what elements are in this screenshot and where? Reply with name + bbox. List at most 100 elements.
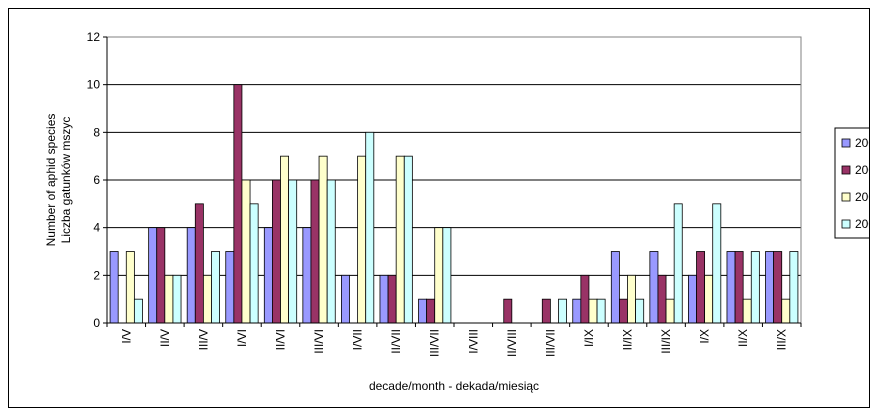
bar-2000-III/IX	[650, 252, 658, 324]
x-tick-label: II/VIII	[505, 329, 519, 357]
bar-2002-I/VI	[234, 85, 242, 323]
bar-2003-I/X	[705, 275, 713, 323]
y-tick-label: 6	[93, 173, 100, 187]
x-tick-label: II/X	[736, 329, 750, 347]
x-tick-label: I/X	[698, 329, 712, 344]
x-tick-label: III/VII	[428, 329, 442, 357]
bar-2000-I/VII	[341, 275, 349, 323]
bar-2003-II/VI	[281, 156, 289, 323]
x-tick-label: II/VI	[274, 329, 288, 350]
bar-2000-II/VI	[264, 228, 272, 323]
x-tick-label: III/V	[196, 329, 210, 350]
y-tick-label: 4	[93, 221, 100, 235]
bar-2003-I/VI	[242, 180, 250, 323]
x-axis-label: decade/month - dekada/miesiąc	[369, 379, 539, 393]
bar-2000-III/V	[187, 228, 195, 323]
chart-frame: 0 2 4 6 8 10 12 I/V II/V III/V I/VI II/VI III/VI I/V…	[8, 8, 870, 408]
bar-2005-I/VII	[366, 132, 374, 323]
legend-swatch-2002	[842, 166, 850, 174]
y-axis-label-line2: Liczba gatunków mszyc	[59, 117, 73, 244]
bar-2002-II/VII	[388, 275, 396, 323]
grid-lines	[107, 37, 801, 275]
bar-2002-II/VIII	[504, 299, 512, 323]
bar-2000-I/VI	[226, 252, 234, 324]
bar-2005-III/X	[790, 252, 798, 324]
bar-2005-II/VI	[289, 180, 297, 323]
legend-label-2003: 2003	[855, 190, 869, 204]
bar-2002-I/X	[697, 252, 705, 324]
y-tick-label: 12	[87, 30, 101, 44]
x-tick-labels: I/V II/V III/V I/VI II/VI III/VI I/VII II/VII II…	[119, 329, 788, 357]
bar-2005-III/V	[211, 252, 219, 324]
bar-2000-II/IX	[611, 252, 619, 324]
bar-2003-I/IX	[589, 299, 597, 323]
bar-2005-II/IX	[636, 299, 644, 323]
x-tick-label: I/VIII	[466, 329, 480, 354]
x-tick-label: II/VII	[389, 329, 403, 354]
bar-2005-I/VI	[250, 204, 258, 323]
bar-2002-II/VI	[272, 180, 280, 323]
bar-2000-III/X	[766, 252, 774, 324]
bar-2005-III/IX	[674, 204, 682, 323]
y-axis-label-line1: Number of aphid species	[44, 114, 58, 247]
legend-label-2005: 2005	[855, 217, 869, 231]
legend-label-2002: 2002	[855, 163, 869, 177]
bar-2002-III/VII	[427, 299, 435, 323]
y-tick-label: 8	[93, 125, 100, 139]
y-tick-labels: 0 2 4 6 8 10 12	[87, 30, 101, 330]
bar-2000-II/X	[727, 252, 735, 324]
bar-2002-III/X	[774, 252, 782, 324]
bar-2005-II/X	[751, 252, 759, 324]
x-tick-label: I/IX	[582, 329, 596, 347]
bar-2000-II/VII	[380, 275, 388, 323]
bar-2000-II/V	[149, 228, 157, 323]
x-tick-label: II/V	[158, 329, 172, 347]
bar-2002-I/IX	[581, 275, 589, 323]
y-tick-label: 10	[87, 78, 101, 92]
bar-2005-I/IX	[597, 299, 605, 323]
legend-label-2000: 2000	[855, 136, 869, 150]
bar-2000-I/IX	[573, 299, 581, 323]
legend-swatch-2000	[842, 139, 850, 147]
bar-2000-III/VII	[419, 299, 427, 323]
bar-2003-II/V	[165, 275, 173, 323]
bar-2005-III/VII	[443, 228, 451, 323]
y-tick-label: 2	[93, 268, 100, 282]
x-tick-label: III/X	[775, 329, 789, 350]
x-tick-label: I/VI	[235, 329, 249, 347]
bar-2005-I/V	[134, 299, 142, 323]
bar-2003-II/IX	[628, 275, 636, 323]
legend-swatch-2003	[842, 193, 850, 201]
legend-swatch-2005	[842, 220, 850, 228]
bar-2002-III/VII	[542, 299, 550, 323]
bar-2002-II/V	[157, 228, 165, 323]
bar-2002-III/IX	[658, 275, 666, 323]
x-tick-label: III/VII	[543, 329, 557, 357]
bar-2002-II/IX	[619, 299, 627, 323]
x-tick-label: I/VII	[351, 329, 365, 350]
y-tick-label: 0	[93, 316, 100, 330]
bar-2000-I/X	[688, 275, 696, 323]
bar-2003-III/V	[203, 275, 211, 323]
bar-2005-III/VI	[327, 180, 335, 323]
bar-2002-III/V	[195, 204, 203, 323]
bar-2000-III/VI	[303, 228, 311, 323]
bar-2005-III/VII	[558, 299, 566, 323]
x-tick-label: III/VI	[312, 329, 326, 354]
bar-2005-II/VII	[404, 156, 412, 323]
x-tick-label: III/IX	[659, 329, 673, 354]
bar-2003-II/X	[743, 299, 751, 323]
x-tick-label: I/V	[119, 329, 133, 344]
x-tick-label: II/IX	[621, 329, 635, 350]
legend: 2000 2002 2003 2005	[835, 128, 869, 238]
bar-2005-II/V	[173, 275, 181, 323]
bar-2003-III/VI	[319, 156, 327, 323]
bar-2003-III/X	[782, 299, 790, 323]
bars	[110, 85, 798, 323]
bar-2003-II/VII	[396, 156, 404, 323]
bar-2002-III/VI	[311, 180, 319, 323]
bar-2003-I/VII	[358, 156, 366, 323]
bar-2002-II/X	[735, 252, 743, 324]
bar-2003-III/IX	[666, 299, 674, 323]
